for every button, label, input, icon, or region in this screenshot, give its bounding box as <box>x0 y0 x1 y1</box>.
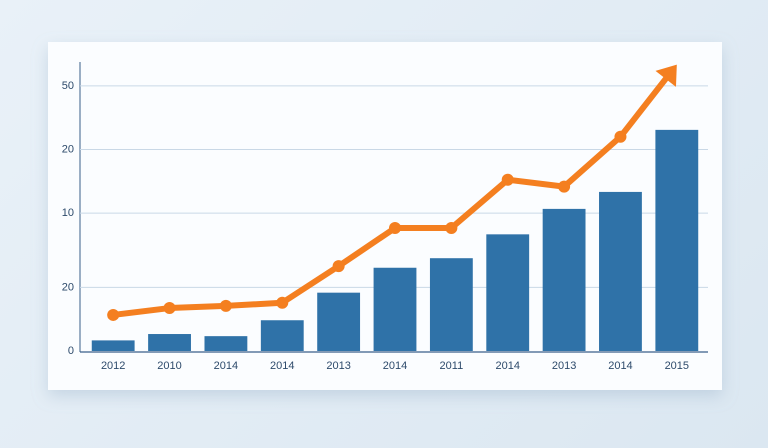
x-tick-label: 2014 <box>495 360 519 372</box>
bar <box>599 191 642 351</box>
x-tick-label: 2013 <box>326 360 350 372</box>
line-marker <box>558 180 571 193</box>
bar <box>260 320 304 351</box>
x-tick-label: 2012 <box>101 360 125 372</box>
y-tick-label: 10 <box>62 207 74 219</box>
line-marker <box>107 308 120 321</box>
line-marker <box>332 260 345 273</box>
line-marker <box>501 173 514 186</box>
bar <box>542 208 586 351</box>
bar <box>373 267 417 351</box>
bar <box>429 258 473 351</box>
bar <box>148 334 191 351</box>
x-tick-label: 2013 <box>552 360 576 372</box>
y-tick-label: 0 <box>68 345 74 357</box>
bar <box>655 129 699 351</box>
x-tick-label: 2015 <box>665 360 689 372</box>
line-marker <box>163 302 176 315</box>
bar <box>317 292 361 351</box>
line-marker <box>219 299 232 312</box>
arrow-head <box>655 64 677 87</box>
line-marker <box>445 221 458 234</box>
x-tick-label: 2010 <box>157 360 181 372</box>
x-tick-label: 2011 <box>440 360 464 372</box>
x-tick-label: 2014 <box>608 360 632 372</box>
y-tick-label: 20 <box>62 143 74 155</box>
y-tick-label: 50 <box>62 80 74 92</box>
line-marker <box>276 296 289 309</box>
line-marker <box>389 221 401 234</box>
x-tick-label: 2014 <box>270 360 294 372</box>
line-marker <box>614 130 627 143</box>
x-tick-label: 2014 <box>214 360 238 372</box>
x-tick-label: 2014 <box>383 360 407 372</box>
y-tick-label: 20 <box>62 281 74 293</box>
bar <box>486 234 530 351</box>
bar <box>91 340 135 351</box>
bar <box>204 336 248 351</box>
